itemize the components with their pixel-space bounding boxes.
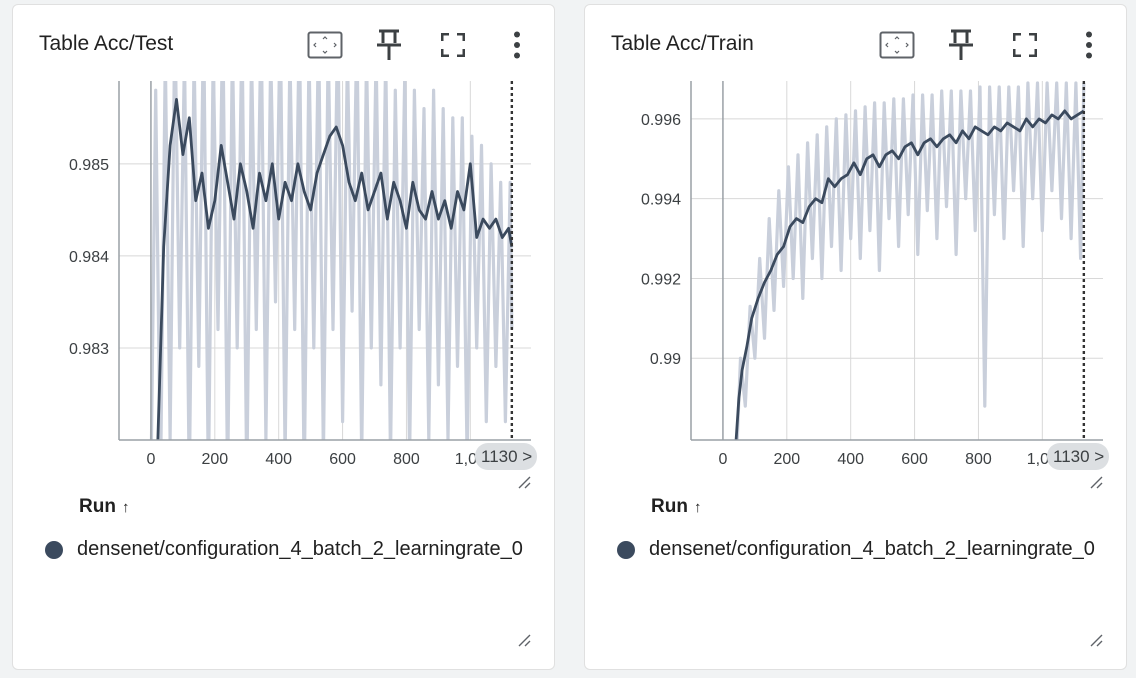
sort-arrow-icon: ↑ (693, 499, 702, 516)
y-tick-label: 0.985 (69, 157, 109, 174)
x-tick-label: 800 (965, 451, 992, 468)
fit-to-data-button[interactable] (305, 25, 345, 65)
fullscreen-button[interactable] (1005, 25, 1045, 65)
run-name: densenet/configuration_4_batch_2_learnin… (77, 538, 523, 560)
x-tick-label: 800 (393, 451, 420, 468)
pin-button[interactable] (941, 25, 981, 65)
more-options-button[interactable] (1069, 25, 1109, 65)
run-column-header[interactable]: Run ↑ (651, 496, 701, 518)
x-tick-label: 200 (773, 451, 800, 468)
more-options-button[interactable] (497, 25, 537, 65)
fullscreen-icon (441, 33, 465, 57)
run-column-header[interactable]: Run ↑ (79, 496, 129, 518)
x-tick-label: 0 (718, 451, 727, 468)
x-tick-label: 600 (329, 451, 356, 468)
pin-icon (377, 29, 401, 60)
more-vert-icon (514, 31, 520, 59)
x-step-badge: 1130 > (1047, 443, 1109, 470)
run-color-dot (617, 541, 635, 559)
y-tick-label: 0.994 (641, 192, 681, 209)
y-tick-label: 0.996 (641, 112, 681, 129)
smoothed-series-line (156, 98, 514, 440)
fit-to-data-icon (307, 31, 343, 59)
run-row[interactable]: densenet/configuration_4_batch_2_learnin… (45, 535, 545, 563)
chart-card-train: Table Acc/Train 0.99 0.992 0.994 0.996 0 200 4… (584, 4, 1127, 670)
run-name: densenet/configuration_4_batch_2_learnin… (649, 538, 1095, 560)
fit-to-data-icon (879, 31, 915, 59)
resize-handle-icon[interactable] (517, 633, 531, 647)
resize-handle-icon[interactable] (1089, 475, 1103, 489)
x-tick-label: 400 (837, 451, 864, 468)
x-tick-label: 0 (146, 451, 155, 468)
raw-series-line (735, 81, 1086, 440)
resize-handle-icon[interactable] (517, 475, 531, 489)
fullscreen-button[interactable] (433, 25, 473, 65)
pin-button[interactable] (369, 25, 409, 65)
run-row[interactable]: densenet/configuration_4_batch_2_learnin… (617, 535, 1117, 563)
run-header-label: Run (79, 496, 116, 517)
run-header-label: Run (651, 496, 688, 517)
x-tick-label: 400 (265, 451, 292, 468)
run-color-dot (45, 541, 63, 559)
y-tick-label: 0.983 (69, 341, 109, 358)
y-tick-label: 0.99 (650, 351, 681, 368)
resize-handle-icon[interactable] (1089, 633, 1103, 647)
fullscreen-icon (1013, 33, 1037, 57)
y-tick-label: 0.984 (69, 249, 109, 266)
pin-icon (949, 29, 973, 60)
fit-to-data-button[interactable] (877, 25, 917, 65)
sort-arrow-icon: ↑ (121, 499, 130, 516)
smoothed-series-line (734, 109, 1085, 440)
more-vert-icon (1086, 31, 1092, 59)
card-title: Table Acc/Train (611, 32, 754, 55)
chart-card-test: Table Acc/Test 0.983 0.984 0.985 0 200 400 600… (12, 4, 555, 670)
card-title: Table Acc/Test (39, 32, 174, 55)
x-tick-label: 600 (901, 451, 928, 468)
y-tick-label: 0.992 (641, 271, 681, 288)
x-step-badge: 1130 > (475, 443, 537, 470)
raw-series-line (149, 81, 514, 440)
x-tick-label: 200 (201, 451, 228, 468)
